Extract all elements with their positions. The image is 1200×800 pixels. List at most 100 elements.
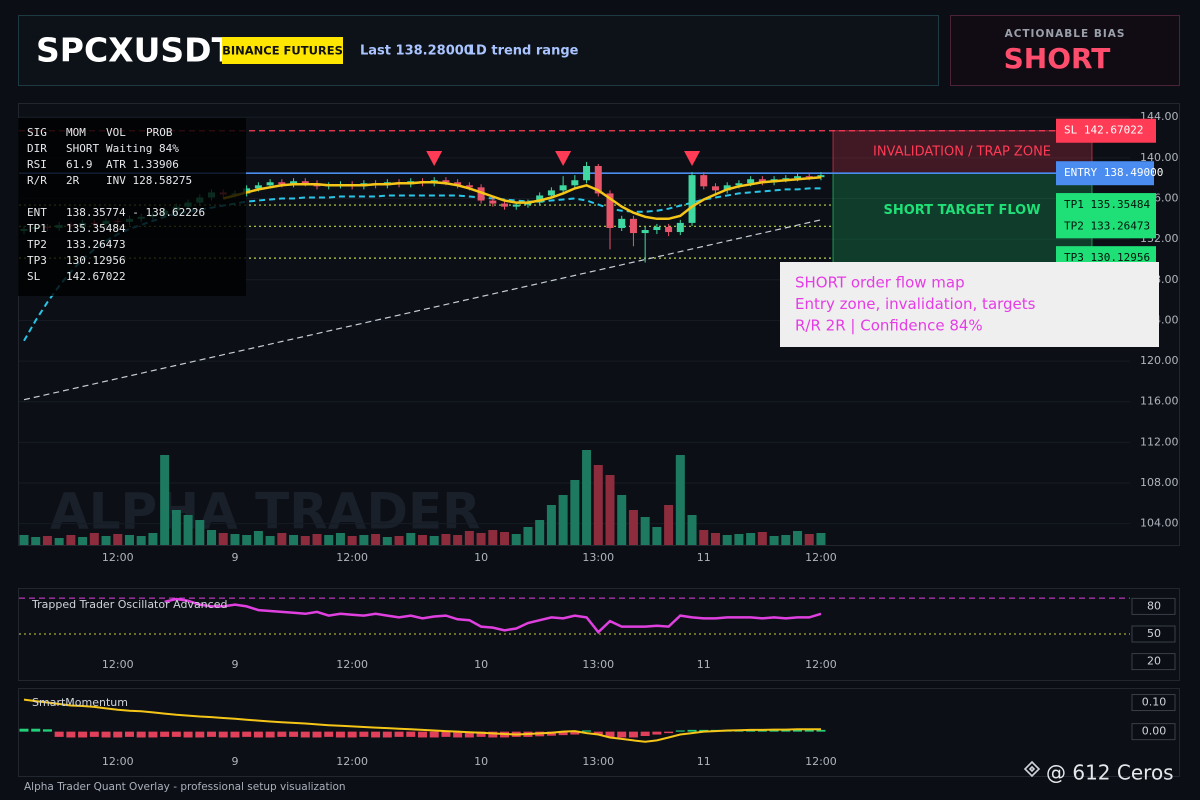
info-cell: ATR 1.33906 bbox=[106, 158, 179, 171]
volume-bar bbox=[757, 532, 767, 545]
candle-body bbox=[817, 175, 825, 178]
credit: @ 612 Ceros bbox=[1046, 761, 1174, 785]
x-tick-label: 9 bbox=[231, 755, 238, 768]
volume-bar bbox=[570, 480, 580, 545]
level-label: TP2 133.26473 bbox=[1064, 219, 1150, 232]
range: 1D trend range bbox=[467, 44, 579, 59]
volume-bar bbox=[769, 536, 779, 545]
momentum-bar bbox=[54, 731, 64, 737]
logo-core bbox=[1028, 765, 1036, 773]
y-tick-box bbox=[1131, 597, 1176, 615]
volume-bar bbox=[617, 495, 627, 545]
volume-bar bbox=[89, 533, 99, 545]
volume-bar bbox=[195, 520, 205, 545]
momentum-bar bbox=[406, 731, 416, 737]
watermark: ALPHA TRADER bbox=[50, 483, 481, 541]
candle-body bbox=[618, 218, 626, 228]
x-tick-label: 12:00 bbox=[805, 658, 837, 671]
x-tick-label: 12:00 bbox=[336, 551, 368, 564]
volume-bar bbox=[687, 515, 697, 545]
y-tick-label: 140.00 bbox=[1140, 151, 1179, 164]
candle-body bbox=[665, 226, 673, 233]
momentum-bar bbox=[195, 731, 205, 738]
candle-body bbox=[442, 180, 450, 183]
volume-bar bbox=[265, 536, 275, 545]
info-cell: 138.35774 - 138.62226 bbox=[66, 206, 205, 219]
momentum-bar bbox=[136, 731, 146, 738]
info-cell: RSI bbox=[27, 158, 47, 171]
candle-body bbox=[512, 204, 520, 207]
volume-bar bbox=[382, 537, 392, 545]
volume-bar bbox=[160, 455, 170, 545]
volume-bar bbox=[324, 535, 334, 545]
info-cell: SL bbox=[27, 270, 41, 283]
candle-body bbox=[243, 188, 251, 194]
signal-marker bbox=[555, 151, 572, 166]
x-tick-label: 9 bbox=[231, 551, 238, 564]
info-cell: DIR bbox=[27, 142, 47, 155]
momentum-bar bbox=[78, 731, 88, 738]
volume-bar bbox=[734, 534, 744, 545]
level-label-box bbox=[1056, 161, 1154, 186]
level-label: ENTRY 138.49000 bbox=[1064, 166, 1163, 179]
candle-body bbox=[301, 181, 309, 184]
level-label: TP3 130.12956 bbox=[1064, 251, 1150, 264]
volume-bar bbox=[277, 533, 287, 545]
momentum-bar bbox=[804, 729, 814, 732]
volume-bar bbox=[746, 533, 756, 545]
momentum-bar bbox=[394, 731, 404, 737]
info-cell: 135.35484 bbox=[66, 222, 126, 235]
header-box bbox=[18, 15, 939, 86]
volume-bar bbox=[464, 531, 474, 545]
volume-bar bbox=[500, 532, 510, 545]
volume-bar bbox=[793, 531, 803, 545]
level-label: TP1 135.35484 bbox=[1064, 198, 1150, 211]
momentum-bar bbox=[558, 731, 568, 736]
candle-body bbox=[794, 176, 802, 179]
volume-bar bbox=[664, 505, 674, 545]
candle-body bbox=[758, 179, 766, 183]
x-tick-label: 13:00 bbox=[582, 551, 614, 564]
volume-bar bbox=[136, 536, 146, 545]
volume-bar bbox=[31, 537, 41, 545]
momentum-bar bbox=[265, 731, 275, 738]
volume-bar bbox=[113, 534, 123, 545]
momentum-bar bbox=[207, 731, 217, 737]
momentum-bar bbox=[371, 731, 381, 738]
volume-bar bbox=[488, 530, 498, 545]
bias-value: SHORT bbox=[1004, 42, 1111, 75]
info-cell: INV 128.58275 bbox=[106, 174, 192, 187]
info-cell: TP3 bbox=[27, 254, 47, 267]
volume-bar bbox=[19, 535, 29, 545]
volume-bar bbox=[406, 533, 416, 545]
momentum-bar bbox=[816, 729, 826, 732]
volume-bar bbox=[781, 535, 791, 545]
bias-label: ACTIONABLE BIAS bbox=[1005, 28, 1126, 40]
momentum-bar bbox=[113, 731, 123, 738]
momentum-bar bbox=[183, 731, 193, 738]
volume-bar bbox=[54, 538, 64, 545]
volume-bar bbox=[218, 533, 228, 545]
last-price: Last 138.28000 bbox=[360, 44, 473, 59]
level-label-box bbox=[1056, 118, 1156, 143]
x-tick-label: 13:00 bbox=[582, 755, 614, 768]
momentum-bar bbox=[277, 731, 287, 737]
candle-body bbox=[688, 175, 696, 223]
x-tick-label: 12:00 bbox=[805, 551, 837, 564]
momentum-bar bbox=[160, 731, 170, 737]
volume-bar bbox=[511, 534, 521, 545]
badge-box bbox=[222, 37, 343, 64]
candle-body bbox=[489, 200, 497, 204]
symbol: SPCXUSDT bbox=[36, 31, 235, 70]
candle-body bbox=[700, 175, 708, 187]
logo-diamond bbox=[1023, 760, 1041, 778]
main-chart: 104.00108.00112.00116.00120.00124.00128.… bbox=[19, 110, 1179, 564]
candle-body bbox=[735, 183, 743, 186]
candle-body bbox=[266, 182, 274, 186]
volume-bar bbox=[183, 515, 193, 545]
volume-bar bbox=[628, 510, 638, 545]
y-tick-label: 0.00 bbox=[1142, 725, 1167, 738]
info-cell: 61.9 bbox=[66, 158, 93, 171]
note-line: R/R 2R | Confidence 84% bbox=[795, 317, 983, 335]
